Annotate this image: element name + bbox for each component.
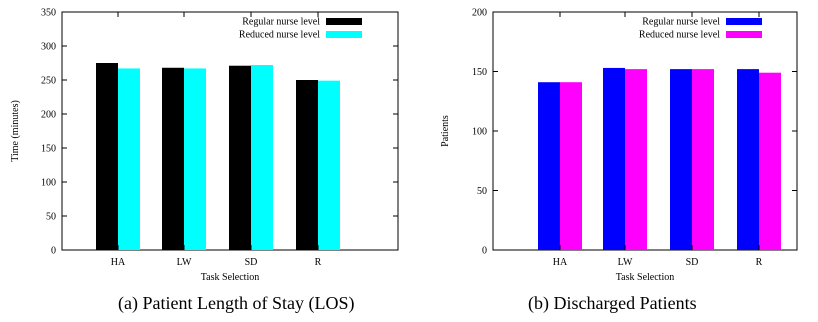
x-tick-label-b: SD: [686, 257, 699, 268]
bar-b-sd-series-2: [692, 69, 714, 251]
legend-label-a-1: Regular nurse level: [242, 17, 320, 28]
bar-b-r-series-2: [759, 72, 781, 250]
caption-b: (b) Discharged Patients: [528, 293, 697, 313]
bar-a-ha-series-1: [96, 63, 118, 250]
y-axis-label-b: Patients: [440, 115, 451, 147]
legend-label-b-1: Regular nurse level: [642, 17, 720, 28]
legend-swatch-b-1: [726, 18, 762, 25]
y-tick-label-a: 350: [41, 8, 56, 19]
bar-a-r-series-2: [318, 80, 340, 251]
bar-b-sd-series-1: [670, 69, 692, 251]
x-tick-label-a: LW: [177, 257, 192, 268]
x-axis-label-b: Task Selection: [616, 272, 674, 283]
bar-a-sd-series-1: [229, 65, 251, 250]
y-tick-label-a: 0: [51, 246, 56, 257]
y-tick-label-a: 250: [41, 76, 56, 87]
legend-swatch-a-2: [326, 31, 362, 38]
y-tick-label-a: 150: [41, 144, 56, 155]
y-axis-label-a: Time (minutes): [10, 100, 21, 162]
x-tick-label-b: R: [756, 257, 763, 268]
bar-a-ha-series-2: [118, 68, 140, 250]
y-tick-label-b: 150: [472, 67, 487, 78]
y-tick-label-b: 100: [472, 127, 487, 138]
bar-a-r-series-1: [296, 80, 318, 250]
y-tick-label-b: 200: [472, 8, 487, 19]
x-tick-label-b: HA: [553, 257, 568, 268]
bar-a-sd-series-2: [251, 65, 273, 250]
bar-a-lw-series-1: [162, 67, 184, 250]
legend-label-a-2: Reduced nurse level: [239, 30, 320, 41]
x-axis-label-a: Task Selection: [201, 272, 259, 283]
legend-label-b-2: Reduced nurse level: [639, 30, 720, 41]
legend-swatch-a-1: [326, 18, 362, 25]
x-tick-label-a: R: [315, 257, 322, 268]
y-tick-label-a: 300: [41, 42, 56, 53]
bar-b-ha-series-2: [560, 82, 582, 251]
bar-b-ha-series-1: [538, 82, 560, 251]
bar-b-r-series-1: [737, 69, 759, 251]
y-tick-label-b: 50: [477, 186, 487, 197]
x-tick-label-b: LW: [618, 257, 633, 268]
bar-b-lw-series-2: [625, 69, 647, 251]
x-tick-label-a: SD: [245, 257, 258, 268]
y-tick-label-a: 200: [41, 110, 56, 121]
x-tick-label-a: HA: [111, 257, 126, 268]
bar-b-lw-series-1: [603, 67, 625, 251]
y-tick-label-b: 0: [482, 246, 487, 257]
bar-a-lw-series-2: [184, 68, 206, 250]
y-tick-label-a: 100: [41, 178, 56, 189]
y-tick-label-a: 50: [46, 212, 56, 223]
caption-a: (a) Patient Length of Stay (LOS): [118, 293, 355, 313]
legend-swatch-b-2: [726, 31, 762, 38]
